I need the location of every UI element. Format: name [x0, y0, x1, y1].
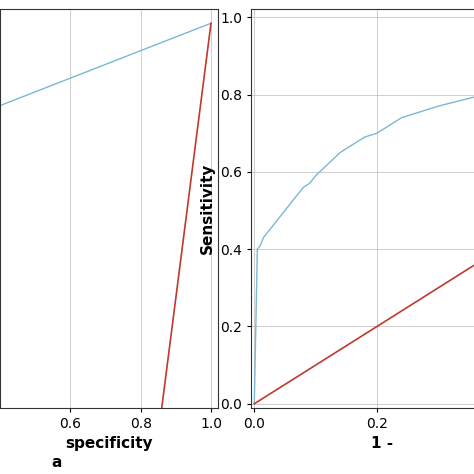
X-axis label: 1 -: 1 -	[371, 436, 392, 451]
X-axis label: specificity: specificity	[65, 436, 153, 451]
Y-axis label: Sensitivity: Sensitivity	[200, 163, 215, 254]
Text: a: a	[52, 455, 62, 470]
